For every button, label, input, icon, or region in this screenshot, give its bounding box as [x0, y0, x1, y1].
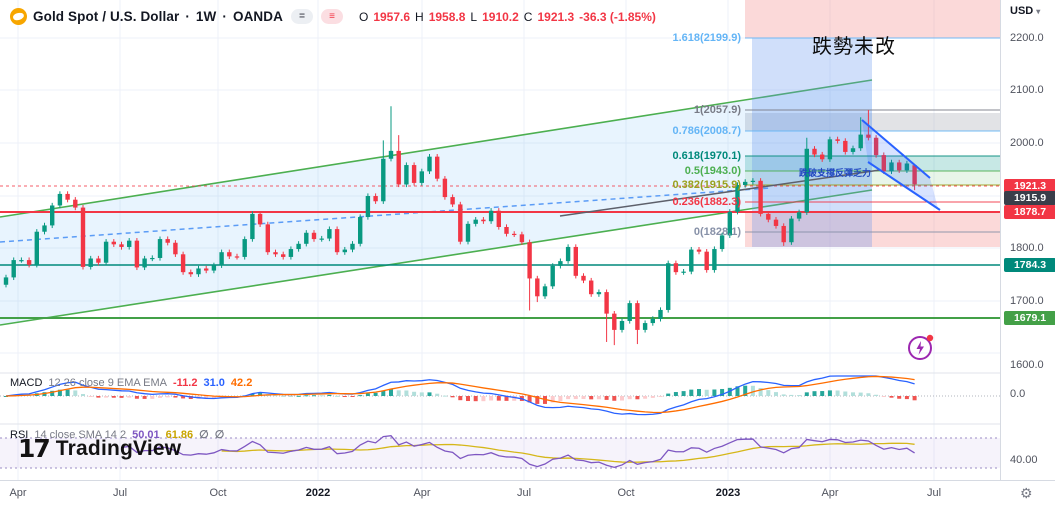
low-value: 1910.2 — [482, 9, 519, 24]
symbol-legend[interactable]: Gold Spot / U.S. Dollar · 1W · OANDA = ≡… — [10, 8, 656, 25]
fib-level-label: 0.236(1882.3) — [672, 196, 742, 208]
price-tick: 40.00 — [1010, 454, 1038, 466]
fib-level-label: 1.618(2199.9) — [672, 32, 742, 44]
rsi-params: 14 close SMA 14 2 — [34, 429, 127, 441]
open-label: O — [358, 9, 369, 24]
time-tick: Oct — [209, 487, 227, 499]
symbol-logo-icon — [10, 8, 27, 25]
rsi-title[interactable]: RSI — [10, 429, 29, 441]
tradingview-logo-text: TradingView — [55, 436, 182, 460]
interval-sep: · — [185, 9, 190, 24]
time-tick: Jul — [112, 487, 128, 499]
time-tick: 2023 — [715, 487, 741, 499]
high-label: H — [415, 9, 424, 24]
rsi-legend[interactable]: RSI 14 close SMA 14 2 50.01 61.86 ∅ ∅ — [10, 428, 224, 441]
time-tick: 2022 — [305, 487, 331, 499]
indicator-toggle-red-icon[interactable]: ≡ — [320, 9, 343, 24]
alert-lightning-icon[interactable] — [906, 332, 936, 362]
gear-icon[interactable]: ⚙ — [1020, 485, 1033, 501]
trend-annotation: 跌勢未改 — [812, 36, 896, 58]
rsi-div2-value: ∅ — [214, 429, 225, 441]
price-axis[interactable]: USD ▾ 2200.0 2100.0 2000.0 1800.0 1700.0 1600… — [1000, 0, 1055, 506]
macd-legend[interactable]: MACD 12 26 close 9 EMA EMA -11.2 31.0 42… — [10, 377, 252, 389]
rsi-value: 50.01 — [132, 429, 160, 441]
chevron-down-icon: ▾ — [1036, 6, 1041, 16]
currency-label: USD — [1010, 5, 1034, 17]
macd-title[interactable]: MACD — [10, 377, 43, 389]
rsi-sma-value: 61.86 — [165, 429, 194, 441]
time-tick: Apr — [821, 487, 839, 499]
symbol-title[interactable]: Gold Spot / U.S. Dollar — [33, 9, 180, 24]
open-value: 1957.6 — [373, 9, 411, 24]
price-tick: 2200.0 — [1010, 32, 1044, 44]
close-label: C — [523, 9, 533, 24]
macd-hist-value: -11.2 — [173, 377, 198, 389]
time-tick: Oct — [617, 487, 635, 499]
macd-signal-value: 42.2 — [230, 377, 253, 389]
change-value: -36.3 (-1.85%) — [579, 9, 656, 24]
fib-level-label: 0.618(1970.1) — [672, 150, 742, 162]
high-value: 1958.8 — [428, 9, 466, 24]
tradingview-watermark: 17 TradingView — [18, 434, 181, 463]
fib-level-label: 0.786(2008.7) — [672, 125, 742, 137]
interval-label[interactable]: 1W — [195, 9, 217, 24]
price-level-badge: 1915.9 — [1004, 191, 1055, 205]
price-level-badge: 1784.3 — [1004, 258, 1055, 272]
price-level-badge: 1878.7 — [1004, 205, 1055, 219]
price-tick: 1600.0 — [1010, 359, 1044, 371]
macd-params: 12 26 close 9 EMA EMA — [48, 377, 168, 389]
exchange-label: OANDA — [232, 9, 283, 24]
fib-level-label: 0(1828.1) — [693, 226, 741, 238]
time-tick: Jul — [926, 487, 942, 499]
price-tick: 0.0 — [1010, 388, 1026, 400]
indicator-toggle-icon[interactable]: = — [290, 9, 313, 24]
price-tick: 1700.0 — [1010, 295, 1044, 307]
exchange-sep: · — [222, 9, 227, 24]
price-tick: 2100.0 — [1010, 84, 1044, 96]
currency-selector[interactable]: USD ▾ — [1010, 5, 1040, 17]
fib-level-label: 0.5(1943.0) — [684, 165, 741, 177]
price-tick: 2000.0 — [1010, 137, 1044, 149]
price-level-badge: 1679.1 — [1004, 311, 1055, 325]
ohlc-values: O 1957.6 H 1958.8 L 1910.2 C 1921.3 -36.3 (-… — [359, 10, 656, 24]
time-axis[interactable]: Apr Jul Oct 2022 Apr Jul Oct 2023 Apr Jul ⚙ — [0, 480, 1055, 506]
time-tick: Apr — [413, 487, 431, 499]
fib-level-label: 0.382(1915.9) — [672, 179, 742, 191]
mini-annotation: 跌破支撐反彈乏力 — [799, 168, 872, 178]
time-tick: Apr — [9, 487, 27, 499]
low-label: L — [470, 9, 478, 24]
tradingview-logo-icon: 17 — [18, 434, 51, 463]
rsi-div1-value: ∅ — [199, 429, 209, 441]
price-tick: 1800.0 — [1010, 242, 1044, 254]
time-tick: Jul — [516, 487, 532, 499]
close-value: 1921.3 — [537, 9, 575, 24]
macd-line-value: 31.0 — [203, 377, 225, 389]
price-level-badge: 1921.3 — [1004, 179, 1055, 193]
fib-level-label: 1(2057.9) — [693, 104, 741, 116]
